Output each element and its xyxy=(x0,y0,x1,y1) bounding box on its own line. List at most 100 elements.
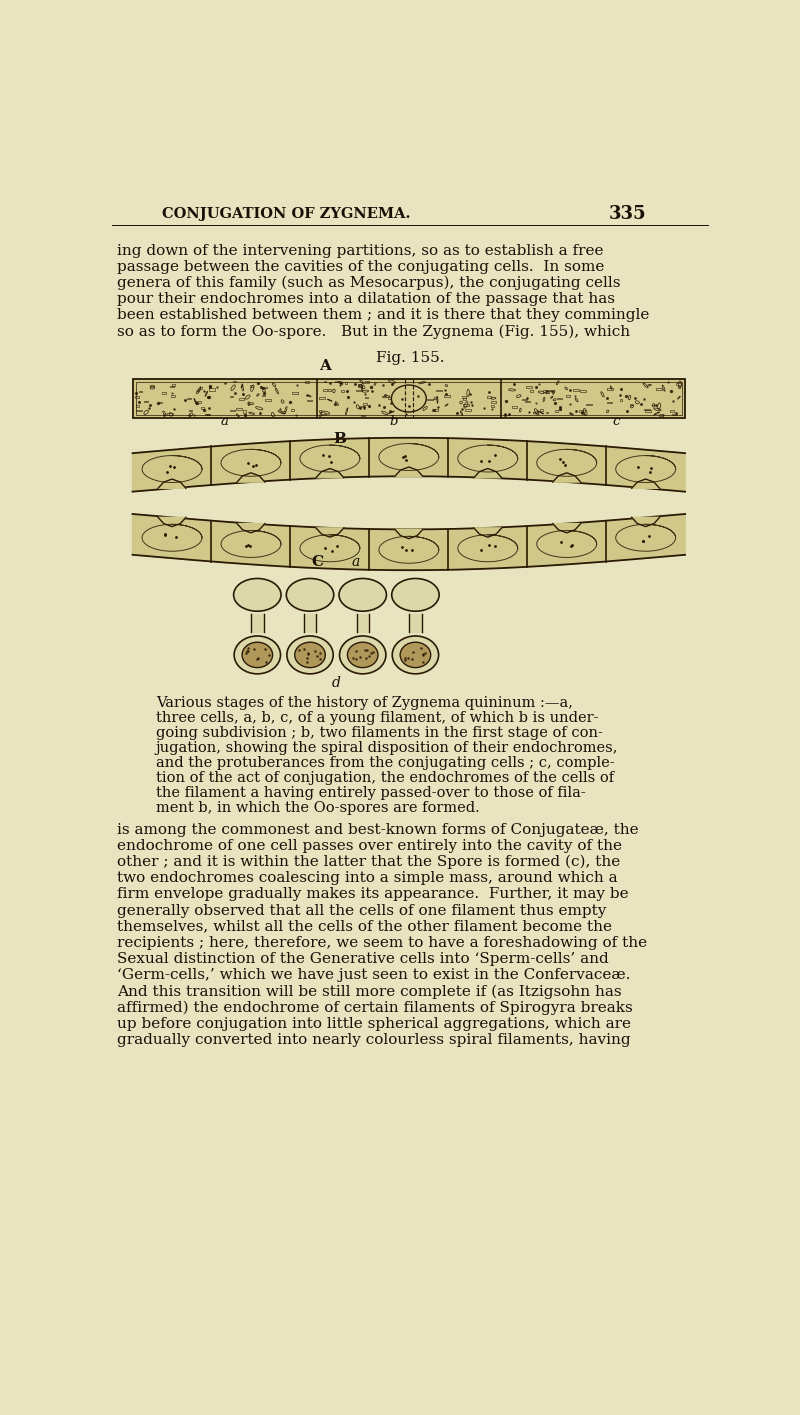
Ellipse shape xyxy=(400,642,430,668)
Bar xyxy=(291,409,294,410)
Text: going subdivision ; b, two filaments in the first stage of con-: going subdivision ; b, two filaments in … xyxy=(156,726,602,740)
Polygon shape xyxy=(158,480,186,488)
Polygon shape xyxy=(553,473,581,483)
Polygon shape xyxy=(158,518,186,526)
Text: is among the commonest and best-known forms of Conjugateæ, the: is among the commonest and best-known fo… xyxy=(117,822,638,836)
Ellipse shape xyxy=(234,635,281,674)
Bar xyxy=(306,382,309,383)
Bar xyxy=(319,398,325,399)
Bar xyxy=(432,409,438,412)
Bar xyxy=(566,395,570,396)
Text: Various stages of the history of Zygnema quininum :—a,: Various stages of the history of Zygnema… xyxy=(156,696,573,710)
Text: a: a xyxy=(352,555,360,569)
Bar xyxy=(362,403,366,405)
Text: B: B xyxy=(334,432,346,446)
Bar xyxy=(359,406,365,408)
Ellipse shape xyxy=(286,579,334,611)
Bar xyxy=(262,389,265,391)
Bar xyxy=(243,410,246,413)
Bar xyxy=(262,395,266,396)
Text: so as to form the Oo-spore.   But in the Zygnema (Fig. 155), which: so as to form the Oo-spore. But in the Z… xyxy=(117,324,630,338)
Text: Sexual distinction of the Generative cells into ‘Sperm-cells’ and: Sexual distinction of the Generative cel… xyxy=(117,952,609,966)
Text: A: A xyxy=(319,359,330,374)
Bar xyxy=(465,409,470,410)
Text: Fig. 155.: Fig. 155. xyxy=(376,351,444,365)
Polygon shape xyxy=(395,467,422,477)
Polygon shape xyxy=(474,468,502,478)
Bar xyxy=(444,395,450,396)
Polygon shape xyxy=(133,379,685,417)
Text: the filament a having entirely passed-over to those of fila-: the filament a having entirely passed-ov… xyxy=(156,785,586,799)
Bar xyxy=(239,398,244,400)
Text: endochrome of one cell passes over entirely into the cavity of the: endochrome of one cell passes over entir… xyxy=(117,839,622,853)
Bar xyxy=(281,410,285,413)
Bar xyxy=(487,396,490,398)
Polygon shape xyxy=(410,614,422,633)
Bar xyxy=(620,399,622,400)
Bar xyxy=(581,391,586,392)
Text: passage between the cavities of the conjugating cells.  In some: passage between the cavities of the conj… xyxy=(117,260,605,275)
Ellipse shape xyxy=(287,635,334,674)
Bar xyxy=(676,383,681,385)
Ellipse shape xyxy=(347,642,378,668)
Polygon shape xyxy=(304,614,316,633)
Polygon shape xyxy=(553,524,581,533)
Polygon shape xyxy=(237,473,265,483)
Ellipse shape xyxy=(391,385,426,412)
Bar xyxy=(358,383,361,386)
Bar xyxy=(657,388,662,389)
Ellipse shape xyxy=(339,635,386,674)
Bar xyxy=(579,410,585,412)
Ellipse shape xyxy=(392,579,439,611)
Text: 335: 335 xyxy=(608,205,646,224)
Bar xyxy=(678,386,680,388)
Bar xyxy=(327,389,331,392)
Text: tion of the act of conjugation, the endochromes of the cells of: tion of the act of conjugation, the endo… xyxy=(156,771,614,785)
Bar xyxy=(209,389,215,391)
Bar xyxy=(293,392,298,393)
Polygon shape xyxy=(357,614,369,633)
Text: c: c xyxy=(613,416,620,429)
Polygon shape xyxy=(632,518,660,526)
Bar xyxy=(135,396,139,398)
Text: b: b xyxy=(389,416,398,429)
Polygon shape xyxy=(133,437,685,491)
Bar xyxy=(306,400,312,402)
Text: genera of this family (such as Mesocarpus), the conjugating cells: genera of this family (such as Mesocarpu… xyxy=(117,276,621,290)
Bar xyxy=(670,410,674,412)
Text: ment b, in which the Oo-spores are formed.: ment b, in which the Oo-spores are forme… xyxy=(156,801,479,815)
Bar xyxy=(530,391,533,392)
Ellipse shape xyxy=(392,635,438,674)
Text: firm envelope gradually makes its appearance.  Further, it may be: firm envelope gradually makes its appear… xyxy=(117,887,629,901)
Text: affirmed) the endochrome of certain filaments of Spirogyra breaks: affirmed) the endochrome of certain fila… xyxy=(117,1000,633,1015)
Polygon shape xyxy=(133,514,685,570)
Bar xyxy=(136,405,138,406)
Bar xyxy=(341,391,344,392)
Bar xyxy=(250,385,253,386)
Bar xyxy=(150,385,154,388)
Ellipse shape xyxy=(234,579,281,611)
Bar xyxy=(659,415,663,416)
Bar xyxy=(162,392,166,393)
Text: two endochromes coalescing into a simple mass, around which a: two endochromes coalescing into a simple… xyxy=(117,872,618,886)
Text: ‘Germ-cells,’ which we have just seen to exist in the Confervaceæ.: ‘Germ-cells,’ which we have just seen to… xyxy=(117,968,630,982)
Text: other ; and it is within the latter that the Spore is formed (c), the: other ; and it is within the latter that… xyxy=(117,855,620,869)
Bar xyxy=(574,389,578,391)
Text: C: C xyxy=(311,555,323,569)
Polygon shape xyxy=(316,468,344,478)
Text: And this transition will be still more complete if (as Itzigsohn has: And this transition will be still more c… xyxy=(117,985,622,999)
Bar xyxy=(236,408,242,410)
Text: gradually converted into nearly colourless spiral filaments, having: gradually converted into nearly colourle… xyxy=(117,1033,630,1047)
Bar xyxy=(462,405,469,406)
Polygon shape xyxy=(474,528,502,538)
Bar xyxy=(546,392,550,393)
Bar xyxy=(200,388,202,389)
Bar xyxy=(172,383,175,386)
Bar xyxy=(491,402,496,403)
Polygon shape xyxy=(316,528,344,538)
Polygon shape xyxy=(632,480,660,488)
Bar xyxy=(512,406,518,408)
Text: generally observed that all the cells of one filament thus empty: generally observed that all the cells of… xyxy=(117,904,606,917)
Text: CONJUGATION OF ZYGNEMA.: CONJUGATION OF ZYGNEMA. xyxy=(162,208,410,222)
Text: recipients ; here, therefore, we seem to have a foreshadowing of the: recipients ; here, therefore, we seem to… xyxy=(117,935,647,949)
